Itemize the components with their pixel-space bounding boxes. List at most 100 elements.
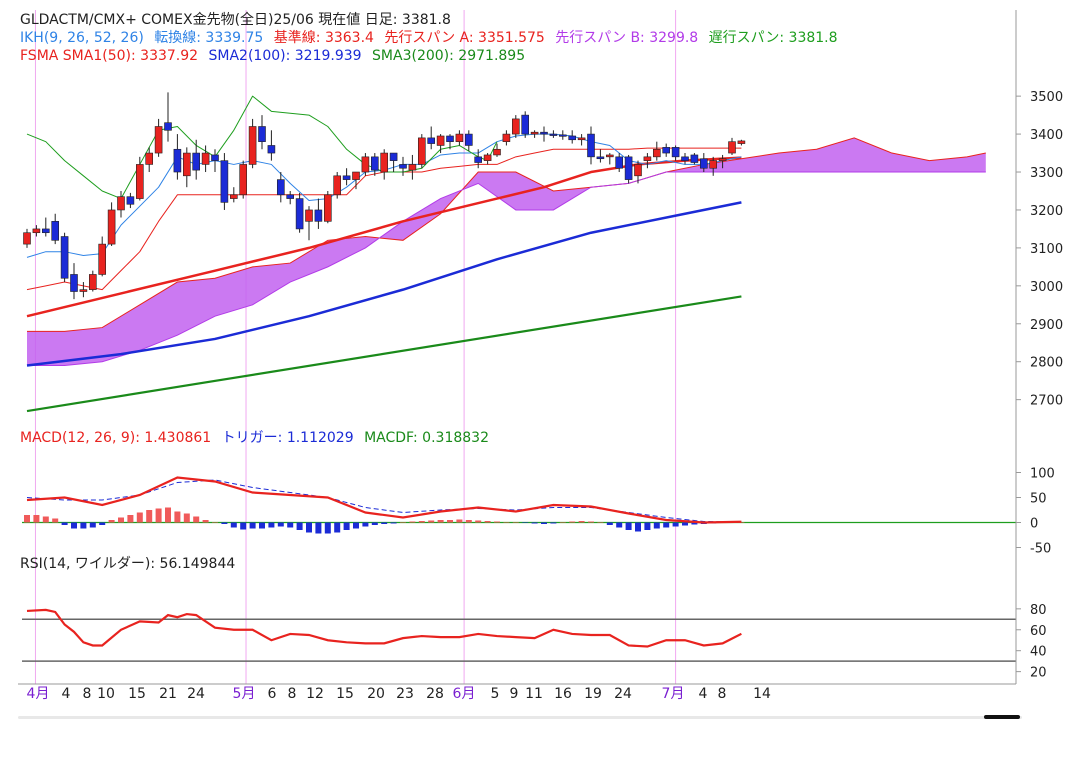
candle-body bbox=[98, 243, 106, 275]
x-month-label: 6月 bbox=[453, 686, 476, 702]
macd-hist-bar bbox=[52, 518, 59, 523]
candle-body bbox=[136, 164, 144, 199]
candle-body bbox=[126, 196, 135, 205]
candle-body bbox=[389, 152, 398, 161]
macd-hist-bar bbox=[691, 522, 698, 525]
macd-hist-bar bbox=[118, 517, 124, 523]
candle-body bbox=[201, 152, 210, 165]
candle-body bbox=[634, 164, 642, 177]
macd-panel bbox=[22, 476, 1016, 534]
candle-body bbox=[605, 154, 614, 158]
x-day-label: 16 bbox=[554, 686, 572, 702]
candle-body bbox=[530, 131, 539, 135]
candle-body bbox=[493, 148, 501, 156]
candle-body bbox=[587, 133, 595, 158]
chart-scrollbar[interactable] bbox=[18, 712, 1022, 722]
macd-hist-bar bbox=[371, 522, 378, 525]
x-month-label: 5月 bbox=[233, 686, 256, 702]
candle-body bbox=[333, 175, 342, 196]
macd-hist-bar bbox=[456, 519, 463, 523]
macd-hist-bar bbox=[606, 522, 613, 525]
macd-hist-bar bbox=[541, 522, 547, 524]
x-day-label: 8 bbox=[718, 686, 727, 702]
rsi-tick-label: 80 bbox=[1030, 603, 1047, 618]
macd-hist-bar bbox=[287, 522, 294, 528]
candle-body bbox=[709, 160, 718, 169]
rsi-panel bbox=[22, 608, 1016, 662]
macdf-legend: MACDF: 0.318832 bbox=[364, 430, 489, 446]
span-b-line bbox=[27, 171, 986, 367]
macd-hist-bar bbox=[663, 522, 670, 528]
x-day-label: 8 bbox=[288, 686, 297, 702]
macd-hist-bar bbox=[89, 522, 96, 528]
macd-hist-bar bbox=[136, 512, 143, 523]
macd-hist-bar bbox=[99, 522, 106, 525]
x-day-label: 5 bbox=[491, 686, 500, 702]
candle-body bbox=[399, 164, 407, 169]
macd-hist-bar bbox=[165, 507, 171, 523]
chikou-line bbox=[26, 95, 498, 200]
rsi-title: RSI(14, ワイルダー): 56.149844 bbox=[20, 556, 235, 572]
candle-body bbox=[718, 158, 727, 161]
candle-body bbox=[380, 152, 389, 173]
macd-hist-bar bbox=[588, 521, 594, 523]
macd-tick-label: -50 bbox=[1030, 542, 1051, 557]
candle-body bbox=[51, 221, 60, 241]
span-a-line bbox=[27, 137, 986, 332]
x-day-label: 8 bbox=[83, 686, 92, 702]
candle-body bbox=[427, 137, 436, 144]
candle-body bbox=[615, 156, 624, 169]
macd-hist-bar bbox=[362, 522, 369, 527]
macd-hist-bar bbox=[268, 522, 275, 528]
macd-hist-bar bbox=[80, 522, 87, 529]
macd-hist-bar bbox=[635, 522, 641, 532]
macd-hist-bar bbox=[569, 521, 576, 523]
candle-body bbox=[258, 126, 266, 142]
macd-hist-bar bbox=[682, 522, 688, 526]
cloud-area bbox=[27, 137, 986, 366]
axes: 2700280029003000310032003300340035001005… bbox=[18, 10, 1063, 702]
sma1-legend: FSMA SMA1(50): 3337.92 bbox=[20, 48, 198, 64]
x-day-label: 15 bbox=[336, 686, 354, 702]
candle-body bbox=[173, 148, 182, 173]
scroll-track[interactable] bbox=[18, 716, 1022, 719]
macd-hist-bar bbox=[61, 522, 68, 525]
macd-hist-bar bbox=[616, 522, 623, 528]
price-tick-label: 3000 bbox=[1030, 280, 1063, 295]
candle-body bbox=[408, 164, 417, 171]
macd-hist-bar bbox=[193, 516, 200, 523]
candle-body bbox=[248, 126, 257, 165]
macd-hist-bar bbox=[212, 522, 218, 523]
chart-title: GLDACTM/CMX+ COMEX金先物(全日)25/06 現在値 日足: 3… bbox=[20, 11, 451, 28]
chikou-legend: 遅行スパン: 3381.8 bbox=[709, 30, 838, 46]
candle-body bbox=[502, 133, 511, 142]
x-day-label: 23 bbox=[396, 686, 414, 702]
macd-hist-bar bbox=[155, 508, 162, 523]
candle-body bbox=[295, 198, 304, 230]
macd-hist-bar bbox=[409, 521, 416, 523]
price-tick-label: 3500 bbox=[1030, 90, 1063, 105]
candle-body bbox=[361, 156, 370, 173]
candle-body bbox=[549, 133, 558, 136]
candle-body bbox=[436, 135, 445, 146]
ichimoku-cloud bbox=[27, 137, 986, 367]
price-tick-label: 2900 bbox=[1030, 318, 1063, 333]
macd-hist-bar bbox=[484, 521, 491, 523]
candle-body bbox=[728, 141, 736, 154]
x-day-label: 24 bbox=[187, 686, 205, 702]
candle-body bbox=[417, 137, 426, 165]
x-day-label: 4 bbox=[62, 686, 71, 702]
sma3-line bbox=[26, 295, 742, 413]
candle-body bbox=[267, 145, 276, 154]
candle-body bbox=[305, 209, 313, 222]
candle-body bbox=[154, 126, 163, 154]
candle-body bbox=[577, 137, 586, 141]
candle-body bbox=[455, 133, 464, 142]
macd-hist-bar bbox=[653, 522, 660, 529]
candle-body bbox=[540, 131, 548, 135]
scroll-thumb[interactable] bbox=[984, 715, 1020, 719]
sma2-line bbox=[26, 201, 742, 367]
candle-body bbox=[558, 134, 567, 137]
macd-line bbox=[26, 476, 742, 524]
